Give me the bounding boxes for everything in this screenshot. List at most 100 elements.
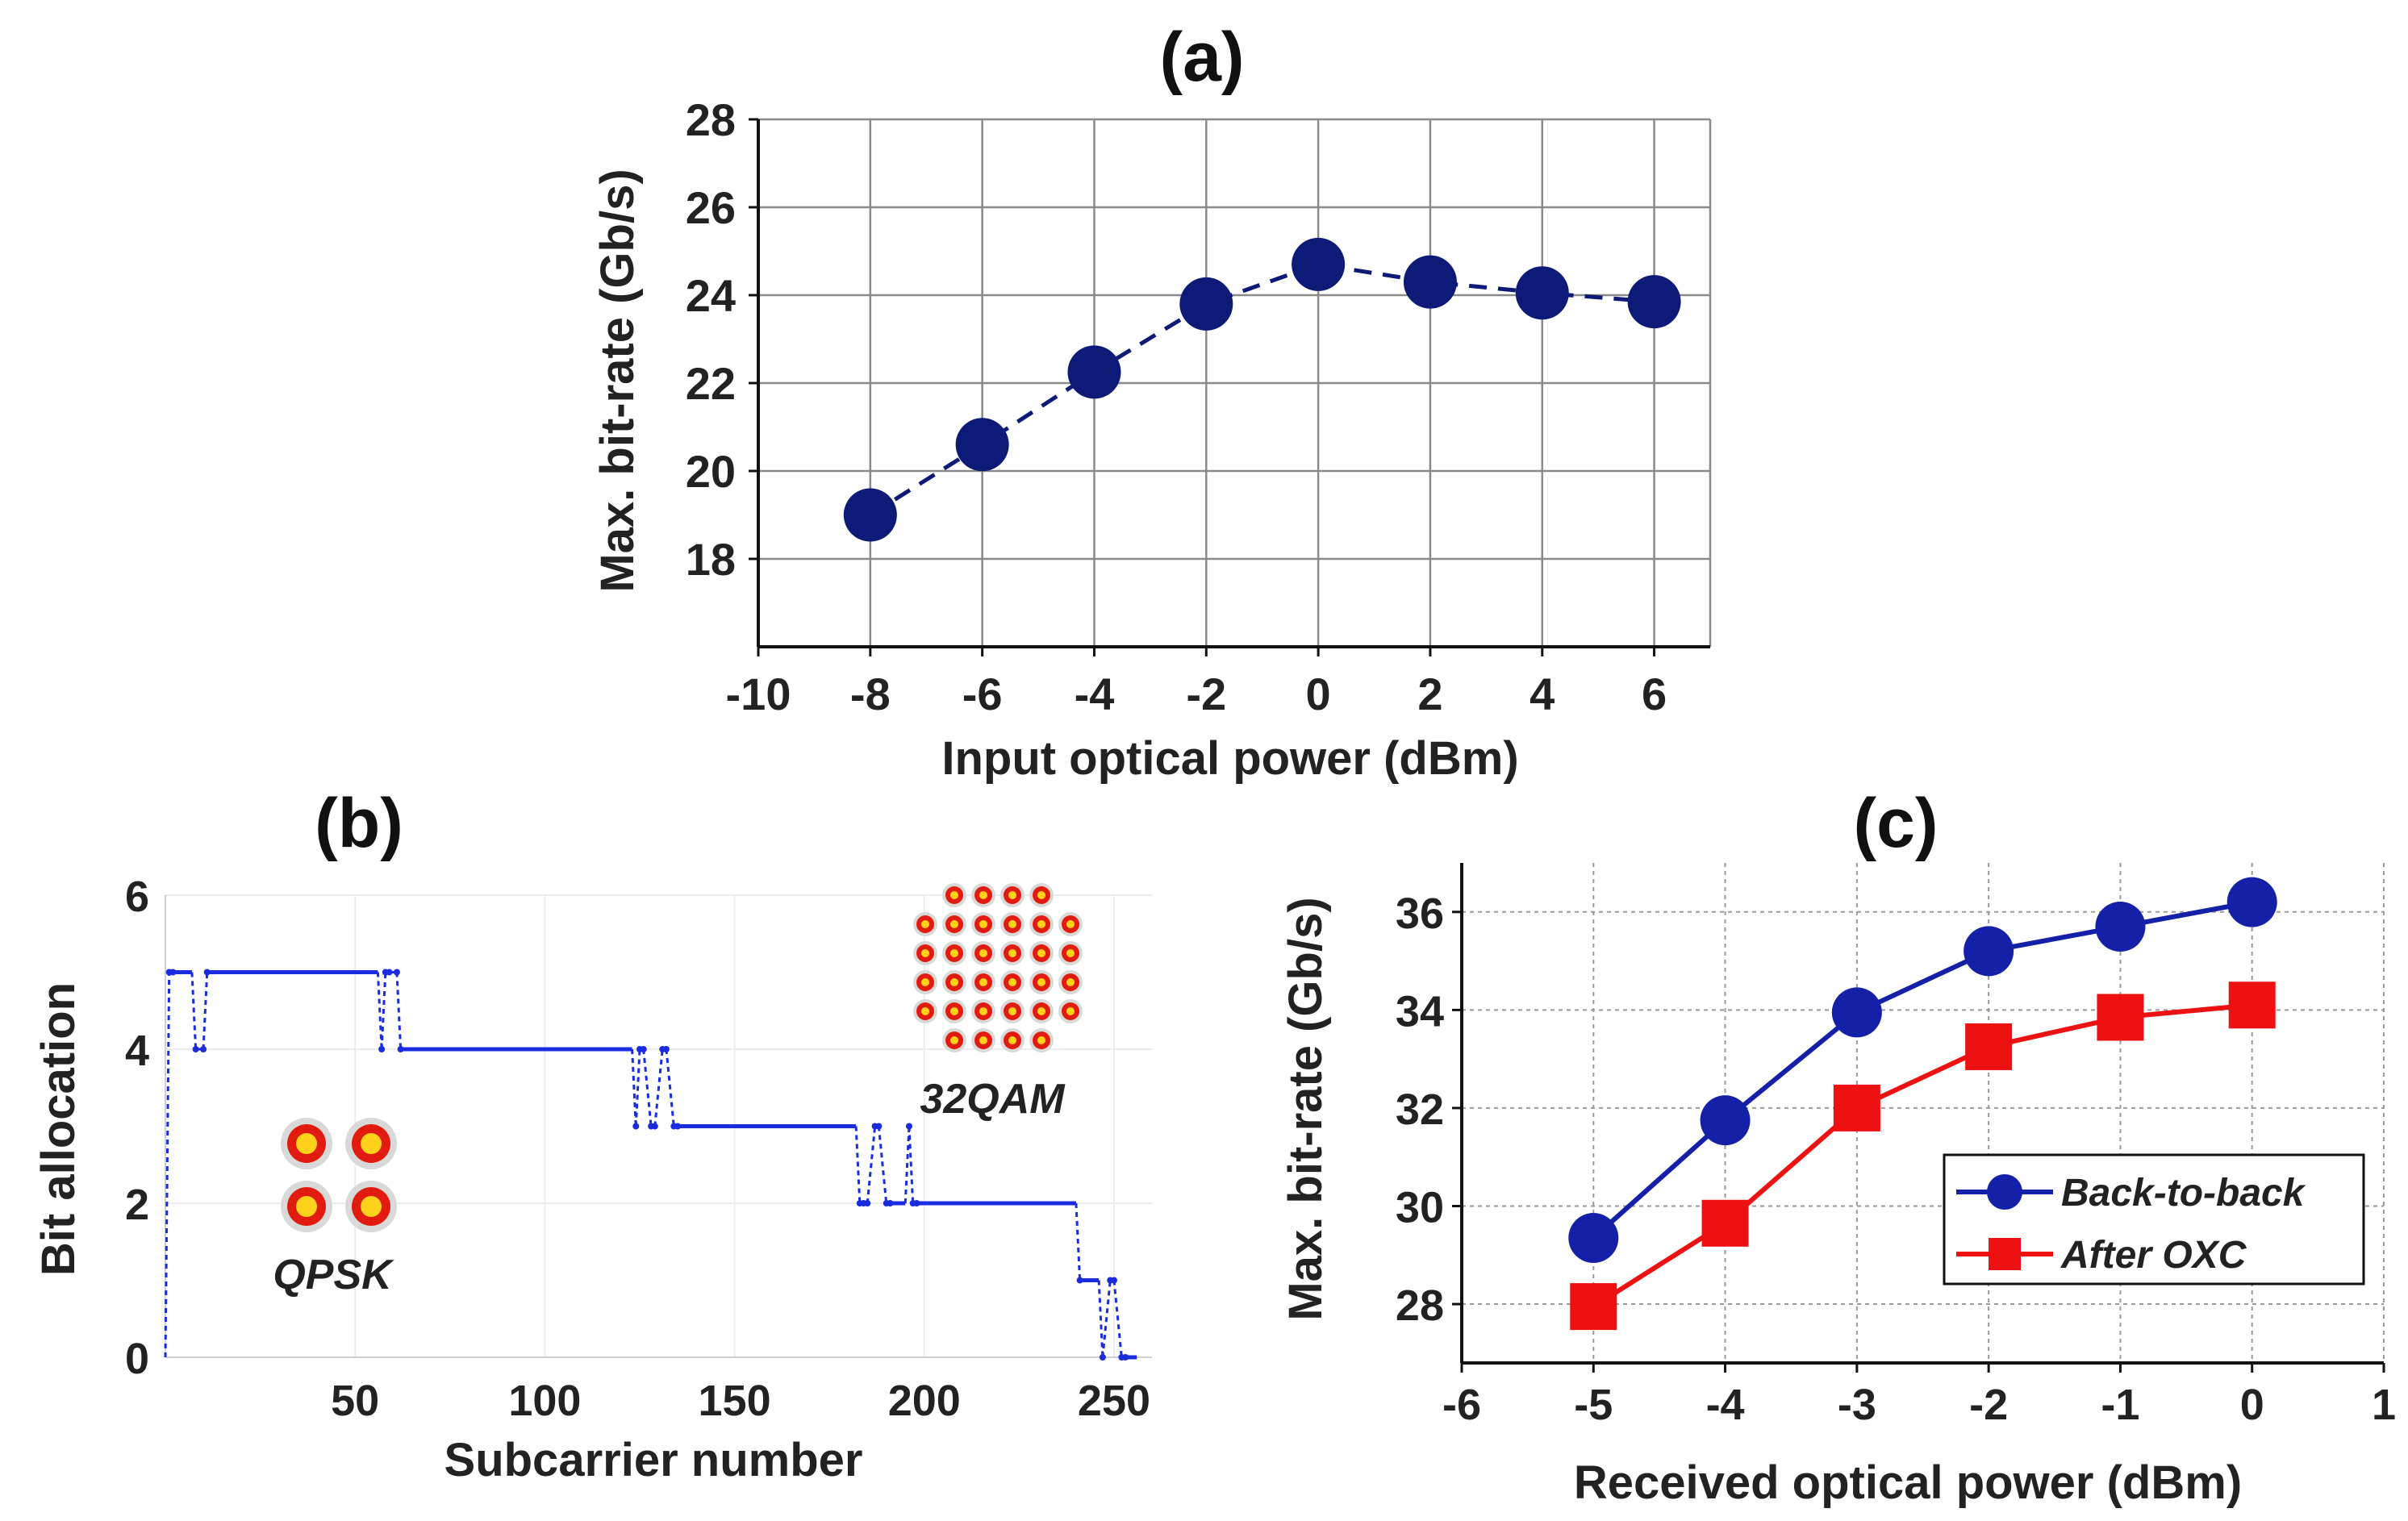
qam-point-core: [950, 920, 958, 928]
qam-point-core: [1008, 949, 1016, 957]
c-ytick-label: 36: [1396, 890, 1444, 938]
panel-b-series: [164, 969, 1137, 1361]
c-xtick-label: -3: [1838, 1381, 1876, 1429]
qam-point-core: [1066, 978, 1075, 986]
panel-c-axes: [1452, 863, 2385, 1373]
panel-a-ylabel: Max. bit-rate (Gb/s): [591, 169, 644, 592]
b-step-segment: [395, 972, 403, 1050]
a-point: [955, 418, 1009, 472]
c-ytick-label: 34: [1396, 987, 1444, 1036]
qpsk-label: QPSK: [273, 1252, 394, 1298]
qam-point-core: [921, 1007, 929, 1015]
c-point-back-to-back: [2095, 902, 2146, 952]
a-xtick-label: -4: [1075, 669, 1115, 719]
c-xtick-label: 1: [2372, 1381, 2396, 1429]
a-xtick-label: 2: [1417, 669, 1442, 719]
panel-b-tick-labels: 50 100 150 200 250 0 2 4 6: [125, 873, 1150, 1425]
panel-b-ylabel: Bit allocation: [32, 982, 85, 1276]
qam-point-core: [1066, 949, 1075, 957]
panel-b: (b) 50 100 150 200 250 0 2 4 6 QPSK 32QAM Subcar…: [32, 785, 1152, 1486]
b-step-segment: [904, 1126, 911, 1204]
qam-point-core: [921, 920, 929, 928]
panel-c-ylabel: Max. bit-rate (Gb/s): [1279, 897, 1332, 1320]
qam-point-core: [1037, 1036, 1045, 1044]
c-point-after-oxc: [1833, 1084, 1880, 1131]
b-ytick-label: 0: [125, 1335, 149, 1383]
b-ytick-label: 6: [125, 873, 149, 921]
qam-point-core: [979, 1036, 987, 1044]
qam-point-core: [1008, 920, 1016, 928]
a-point: [843, 488, 897, 542]
c-point-back-to-back: [1831, 987, 1882, 1038]
panel-a-series: [843, 237, 1681, 542]
qpsk-point-core: [296, 1133, 317, 1154]
c-point-after-oxc: [2097, 994, 2144, 1041]
b-step-segment: [202, 972, 209, 1050]
legend-label-back-to-back: Back-to-back: [2061, 1172, 2306, 1215]
qam-point-core: [921, 978, 929, 986]
c-point-back-to-back: [1568, 1213, 1619, 1263]
qam-point-core: [950, 1036, 958, 1044]
qam-point-core: [1008, 891, 1016, 899]
qpsk-point-core: [361, 1133, 382, 1154]
b-step-dot: [200, 1046, 207, 1052]
b-xtick-label: 50: [331, 1377, 379, 1425]
qam-point-core: [1037, 891, 1045, 899]
b-ytick-label: 4: [125, 1027, 149, 1075]
a-point: [1067, 345, 1121, 399]
b-ytick-label: 2: [125, 1181, 149, 1229]
panel-a-grid: [758, 118, 1712, 647]
qam-point-core: [950, 891, 958, 899]
c-point-after-oxc: [1570, 1283, 1617, 1331]
legend-label-after-oxc: After OXC: [2060, 1234, 2247, 1277]
b-xtick-label: 200: [888, 1377, 961, 1425]
a-ytick-label: 22: [686, 358, 736, 409]
qam-point-core: [950, 949, 958, 957]
a-point: [1627, 275, 1681, 329]
qam-point-core: [1008, 1007, 1016, 1015]
b-xtick-label: 100: [508, 1377, 581, 1425]
a-ytick-label: 18: [686, 534, 736, 585]
qam-point-core: [979, 1007, 987, 1015]
b-step-segment: [866, 1126, 877, 1204]
qam-point-core: [979, 978, 987, 986]
c-point-after-oxc: [1965, 1023, 2013, 1070]
c-ytick-label: 32: [1396, 1086, 1444, 1134]
qam-point-core: [1008, 978, 1016, 986]
b-step-segment: [190, 972, 198, 1050]
b-step-segment: [380, 972, 387, 1050]
qam-point-core: [1066, 1007, 1075, 1015]
panel-a-axes: [749, 118, 1710, 656]
c-xtick-label: -5: [1574, 1381, 1613, 1429]
b-step-segment: [376, 972, 383, 1050]
qam-point-core: [979, 891, 987, 899]
legend-marker-back-to-back: [1987, 1174, 2022, 1210]
panel-b-axes: [165, 895, 1152, 1358]
panel-c-xlabel: Received optical power (dBm): [1574, 1456, 2242, 1509]
panel-a-xlabel: Input optical power (dBm): [941, 732, 1518, 785]
a-xtick-label: -8: [850, 669, 891, 719]
panel-b-xlabel: Subcarrier number: [444, 1434, 863, 1486]
b-step-segment: [653, 1048, 664, 1127]
panel-c-series: [1568, 877, 2277, 1331]
32qam-label: 32QAM: [920, 1076, 1066, 1123]
a-ytick-label: 24: [686, 270, 736, 321]
c-ytick-label: 30: [1396, 1183, 1444, 1231]
a-point: [1515, 266, 1569, 320]
c-ytick-label: 28: [1396, 1281, 1444, 1330]
qam-point-core: [1037, 1007, 1045, 1015]
panel-b-title: (b): [315, 785, 403, 862]
b-xtick-label: 150: [699, 1377, 771, 1425]
a-point: [1179, 277, 1233, 331]
b-step-segment: [877, 1126, 888, 1204]
c-xtick-label: -1: [2101, 1381, 2139, 1429]
c-point-back-to-back: [2226, 877, 2277, 927]
a-xtick-label: 4: [1530, 669, 1555, 719]
qam-point-core: [1037, 949, 1045, 957]
qam-point-core: [979, 920, 987, 928]
panel-c-legend: Back-to-back After OXC: [1943, 1153, 2365, 1286]
legend-marker-after-oxc: [1989, 1238, 2021, 1270]
